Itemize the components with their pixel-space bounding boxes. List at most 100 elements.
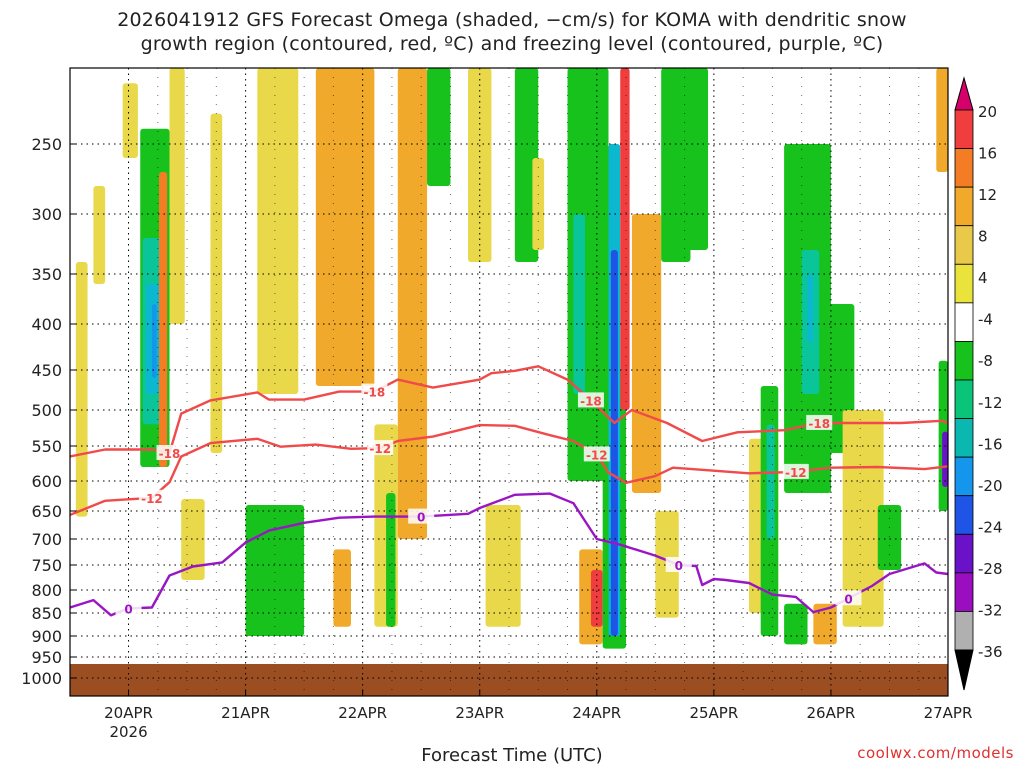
colorbar-label: -20: [978, 477, 1003, 495]
y-tick-label: 600: [31, 472, 62, 491]
colorbar-label: -28: [978, 560, 1003, 578]
contour-label-bg: [367, 440, 394, 456]
contour-line-0C: [70, 492, 948, 617]
colorbar-segment: [954, 495, 974, 535]
omega-cell: [181, 499, 205, 580]
x-tick-label: 24APR: [572, 704, 621, 722]
y-tick-label: 650: [31, 502, 62, 521]
x-tick-label: 26APR: [807, 704, 856, 722]
omega-cell: [631, 214, 662, 493]
omega-cell: [315, 68, 375, 386]
y-tick-label: 450: [31, 361, 62, 380]
y-tick-label: 250: [31, 135, 62, 154]
colorbar-label: 20: [978, 103, 997, 121]
contour-label-bg: [835, 590, 862, 606]
omega-cell: [333, 549, 351, 627]
contour-label: 0: [417, 511, 425, 525]
contour-label: -18: [159, 447, 181, 461]
omega-cell: [397, 68, 428, 539]
x-tick-label: 21APR: [221, 704, 270, 722]
y-tick-label: 550: [31, 437, 62, 456]
contour-label: -18: [364, 386, 386, 400]
colorbar-segment: [954, 302, 974, 342]
colorbar-segment: [954, 418, 974, 458]
contour-label: -18: [808, 417, 830, 431]
pressure-axis: 250 300 350 400 450 500 550 600 650 700 750 800 850 9…: [21, 135, 76, 688]
omega-cell: [784, 603, 808, 645]
colorbar-segment: [954, 225, 974, 265]
omega-cell: [942, 431, 948, 487]
plot-frame: [69, 67, 949, 697]
contour-label: -12: [369, 442, 391, 456]
contour-label-bg: [361, 383, 388, 399]
contour-label: -12: [586, 448, 608, 462]
colorbar-bottom-arrow: [954, 649, 974, 691]
omega-cell: [151, 304, 157, 378]
omega-cell: [661, 68, 691, 262]
colorbar-segment: [954, 379, 974, 419]
omega-cell: [485, 505, 521, 627]
colorbar-label: -36: [978, 643, 1003, 661]
x-tick-year-label: 2026: [109, 723, 147, 741]
chart-title: 2026041912 GFS Forecast Omega (shaded, −…: [0, 8, 1024, 56]
colorbar-segment: [954, 263, 974, 304]
contour-label-bg: [156, 445, 183, 460]
y-tick-label: 900: [31, 627, 62, 646]
contour-line--12C: [70, 423, 948, 517]
contour-label: 0: [675, 559, 683, 573]
contour-label-bg: [583, 446, 610, 462]
x-tick-label: 20APR: [104, 704, 153, 722]
colorbar-label: 4: [978, 269, 988, 287]
title-line-1: 2026041912 GFS Forecast Omega (shaded, −…: [117, 9, 907, 31]
omega-cell: [610, 250, 618, 636]
y-tick-label: 850: [31, 604, 62, 623]
colorbar-label: -32: [978, 601, 1003, 619]
omega-cell: [842, 410, 884, 627]
y-tick-label: 950: [31, 648, 62, 667]
y-tick-label: 1000: [21, 669, 62, 688]
x-axis-label: Forecast Time (UTC): [421, 745, 603, 766]
contour-label-bg: [115, 600, 142, 616]
omega-cell: [877, 505, 902, 570]
omega-cell: [245, 505, 305, 636]
omega-cell: [936, 68, 948, 172]
colorbar-segment: [954, 572, 974, 612]
contour-label-bg: [408, 508, 435, 524]
omega-cell: [573, 214, 586, 394]
y-tick-label: 350: [31, 265, 62, 284]
omega-cell: [766, 424, 775, 539]
colorbar-segment: [954, 186, 974, 227]
omega-cell: [93, 186, 106, 284]
contour-label: 0: [844, 592, 852, 606]
omega-cell: [620, 68, 630, 410]
colorbar-segment: [954, 533, 974, 574]
contour-label: 0: [124, 602, 132, 616]
omega-cell: [169, 68, 185, 324]
contour-label: -18: [580, 394, 602, 408]
y-tick-label: 500: [31, 401, 62, 420]
omega-cell: [75, 262, 88, 517]
omega-cell: [807, 274, 814, 343]
omega-cell: [386, 493, 396, 627]
colorbar: 20 16 12 8 4 -4 -8 -12 -16 -20 -24 -28 -32 -36: [954, 76, 1003, 691]
colorbar-segment: [954, 109, 974, 149]
contour-label: -12: [141, 492, 163, 506]
title-line-2: growth region (contoured, red, ºC) and f…: [140, 33, 884, 55]
contour-label-bg: [806, 414, 833, 430]
omega-cell: [427, 68, 451, 186]
colorbar-label: -24: [978, 518, 1003, 536]
x-tick-label: 23APR: [455, 704, 504, 722]
contour-label-bg: [665, 557, 692, 572]
contour-label-bg: [782, 463, 809, 479]
colorbar-segment: [954, 456, 974, 497]
x-tick-label: 22APR: [338, 704, 387, 722]
colorbar-label: -12: [978, 394, 1003, 412]
omega-cell: [468, 68, 492, 262]
grid: [70, 68, 949, 696]
y-tick-label: 400: [31, 315, 62, 334]
omega-cell: [122, 83, 138, 158]
colorbar-label: 16: [978, 145, 997, 163]
y-tick-label: 700: [31, 530, 62, 549]
